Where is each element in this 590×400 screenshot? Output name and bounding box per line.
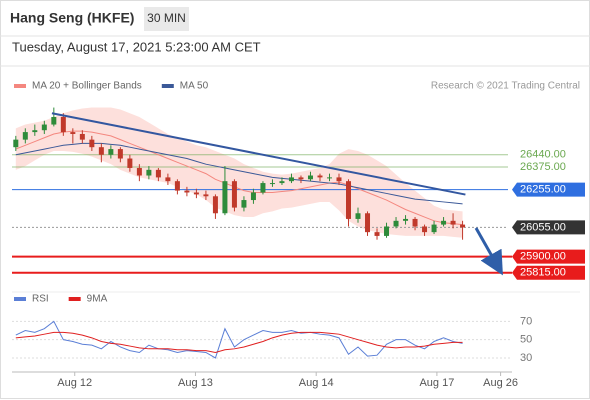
candle-body bbox=[298, 177, 304, 180]
timeframe-box bbox=[144, 7, 189, 31]
y-tick-label: 30 bbox=[520, 352, 532, 364]
level-label: 25815.00 bbox=[520, 267, 566, 279]
rsi-line bbox=[15, 320, 463, 359]
candle-body bbox=[384, 226, 390, 236]
candle-body bbox=[460, 224, 466, 228]
candle-body bbox=[317, 175, 323, 178]
candle-body bbox=[231, 181, 237, 208]
candle-body bbox=[79, 133, 85, 140]
x-tick-label: Aug 13 bbox=[178, 377, 213, 389]
candle-body bbox=[155, 169, 161, 178]
candle-body bbox=[355, 213, 361, 219]
candle-body bbox=[89, 139, 95, 148]
level-box bbox=[512, 182, 585, 197]
candle-body bbox=[431, 224, 437, 233]
ma20-line bbox=[15, 130, 463, 226]
y-tick-label: 70 bbox=[520, 315, 532, 327]
level-label: 26440.00 bbox=[520, 149, 566, 161]
legend-swatch bbox=[14, 297, 26, 301]
level-label: 25900.00 bbox=[520, 251, 566, 263]
candle-body bbox=[403, 218, 409, 221]
candle-body bbox=[51, 116, 57, 125]
level-box bbox=[512, 265, 585, 280]
candle-body bbox=[41, 124, 47, 131]
rsi-line bbox=[15, 331, 463, 353]
candle-body bbox=[222, 181, 228, 214]
legend-swatch bbox=[68, 297, 81, 301]
legend-swatch bbox=[14, 84, 26, 88]
candle-body bbox=[269, 183, 275, 185]
candle-body bbox=[279, 181, 285, 184]
candle-body bbox=[346, 181, 352, 219]
candle-body bbox=[393, 220, 399, 227]
candle-body bbox=[22, 132, 28, 140]
candle-body bbox=[374, 232, 380, 236]
level-label: 26055.00 bbox=[520, 221, 566, 233]
candle-body bbox=[326, 177, 332, 179]
candle-body bbox=[60, 116, 66, 133]
candle-body bbox=[441, 220, 447, 225]
x-tick-label: Aug 17 bbox=[419, 377, 454, 389]
candle-body bbox=[108, 149, 114, 155]
candle-body bbox=[412, 218, 418, 227]
candle-body bbox=[422, 226, 428, 233]
date: Tuesday, August 17, 2021 5:23:00 AM CET bbox=[12, 39, 261, 54]
candle-body bbox=[127, 158, 133, 168]
candle-body bbox=[307, 175, 313, 180]
forecast-arrow bbox=[474, 227, 503, 276]
legend-label: 9MA bbox=[87, 294, 108, 305]
candle-body bbox=[184, 190, 190, 193]
candle-body bbox=[203, 194, 209, 197]
source: Research © 2021 Trading Central bbox=[431, 81, 580, 92]
candle-body bbox=[193, 192, 199, 195]
candle-body bbox=[117, 149, 123, 159]
level-label: 26255.00 bbox=[520, 184, 566, 196]
candle-body bbox=[174, 181, 180, 191]
legend-label: MA 50 bbox=[180, 81, 209, 92]
candle-body bbox=[336, 177, 342, 182]
candle-body bbox=[32, 130, 38, 133]
x-tick-label: Aug 26 bbox=[483, 377, 518, 389]
candle-body bbox=[212, 196, 218, 214]
candle-body bbox=[250, 192, 256, 201]
candle-body bbox=[450, 220, 456, 225]
legend-label: RSI bbox=[32, 294, 49, 305]
candle-body bbox=[288, 177, 294, 182]
level-label: 26375.00 bbox=[520, 161, 566, 173]
candle-body bbox=[70, 132, 76, 134]
candle-body bbox=[260, 183, 266, 193]
legend-swatch bbox=[161, 84, 174, 88]
trendline bbox=[51, 112, 466, 196]
candle-body bbox=[365, 213, 371, 233]
candle-body bbox=[165, 177, 171, 182]
x-tick-label: Aug 14 bbox=[299, 377, 334, 389]
y-tick-label: 50 bbox=[520, 334, 532, 346]
candle-body bbox=[98, 147, 104, 155]
title: Hang Seng (HKFE) bbox=[10, 10, 134, 26]
level-box bbox=[512, 220, 585, 235]
candle-body bbox=[136, 167, 142, 176]
level-box bbox=[512, 249, 585, 264]
legend-label: MA 20 + Bollinger Bands bbox=[32, 81, 142, 92]
candle-body bbox=[241, 200, 247, 208]
timeframe: 30 MIN bbox=[147, 11, 186, 25]
candle-body bbox=[13, 139, 19, 148]
candle-body bbox=[146, 169, 152, 176]
x-tick-label: Aug 12 bbox=[57, 377, 92, 389]
